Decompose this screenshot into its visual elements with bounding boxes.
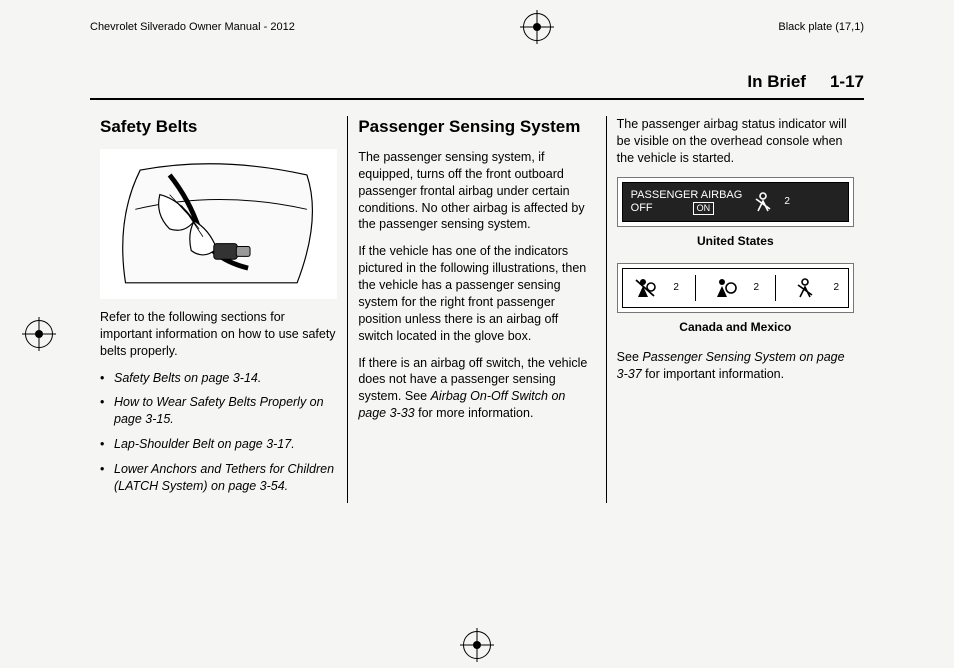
ref-item: Safety Belts on page 3-14. [100, 370, 337, 387]
heading-passenger-sensing: Passenger Sensing System [358, 116, 595, 139]
registration-mark-top [520, 10, 554, 44]
ref-item: Lap-Shoulder Belt on page 3-17. [100, 436, 337, 453]
registration-mark-bottom [460, 628, 494, 662]
indicator-ref: See Passenger Sensing System on page 3-3… [617, 349, 854, 383]
indicator-intro: The passenger airbag status indicator wi… [617, 116, 854, 167]
section-name: In Brief [747, 72, 806, 92]
pss-para-2: If the vehicle has one of the indicators… [358, 243, 595, 344]
page-body: In Brief 1-17 Safety Belts Refer to [90, 50, 864, 503]
page-number: 1-17 [830, 72, 864, 92]
seatbelt-person-icon [792, 277, 818, 299]
seatbelt-person-icon [750, 191, 776, 213]
airbag-off-pictogram [632, 277, 658, 299]
ref-item: How to Wear Safety Belts Properly on pag… [100, 394, 337, 428]
safety-belts-intro: Refer to the following sections for impo… [100, 309, 337, 360]
on-label: ON [693, 202, 715, 215]
caption-ca-mx: Canada and Mexico [617, 319, 854, 335]
column-indicators: The passenger airbag status indicator wi… [607, 116, 864, 503]
column-safety-belts: Safety Belts Refer to the following sect… [90, 116, 347, 503]
pss-para-1: The passenger sensing system, if equippe… [358, 149, 595, 233]
column-passenger-sensing: Passenger Sensing System The passenger s… [347, 116, 606, 503]
running-header: In Brief 1-17 [90, 50, 864, 100]
crop-mark-header: Chevrolet Silverado Owner Manual - 2012 … [0, 0, 954, 50]
content-columns: Safety Belts Refer to the following sect… [90, 100, 864, 503]
safety-belts-ref-list: Safety Belts on page 3-14. How to Wear S… [100, 370, 337, 495]
illustration-safety-belt [100, 149, 337, 299]
airbag-on-pictogram [712, 277, 738, 299]
caption-us: United States [617, 233, 854, 249]
indicator-us: PASSENGER AIRBAG OFF ON 2 [617, 177, 854, 227]
ref-item: Lower Anchors and Tethers for Children (… [100, 461, 337, 495]
heading-safety-belts: Safety Belts [100, 116, 337, 139]
indicator-ca-mx: 2 2 2 [617, 263, 854, 313]
registration-mark-left [22, 317, 56, 351]
doc-title: Chevrolet Silverado Owner Manual - 2012 [90, 21, 295, 33]
pss-para-3: If there is an airbag off switch, the ve… [358, 355, 595, 423]
plate-label: Black plate (17,1) [778, 21, 864, 33]
indicator-us-text: PASSENGER AIRBAG OFF ON [631, 189, 743, 215]
